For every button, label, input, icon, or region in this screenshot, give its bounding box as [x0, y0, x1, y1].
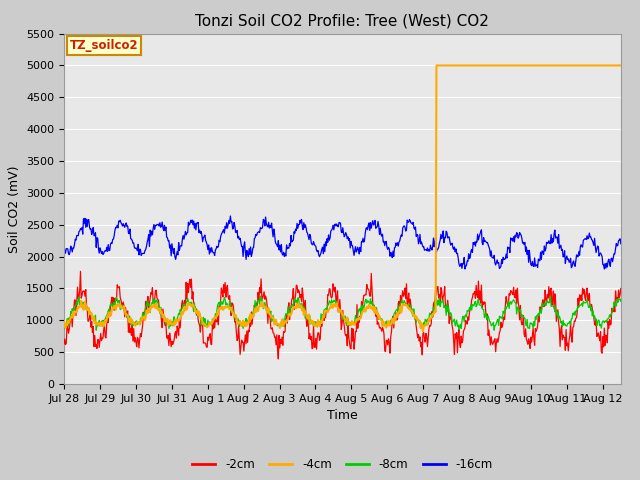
Legend: -2cm, -4cm, -8cm, -16cm: -2cm, -4cm, -8cm, -16cm	[187, 454, 498, 476]
Y-axis label: Soil CO2 (mV): Soil CO2 (mV)	[8, 165, 20, 252]
Text: TZ_soilco2: TZ_soilco2	[70, 39, 138, 52]
X-axis label: Time: Time	[327, 409, 358, 422]
Title: Tonzi Soil CO2 Profile: Tree (West) CO2: Tonzi Soil CO2 Profile: Tree (West) CO2	[195, 13, 490, 28]
